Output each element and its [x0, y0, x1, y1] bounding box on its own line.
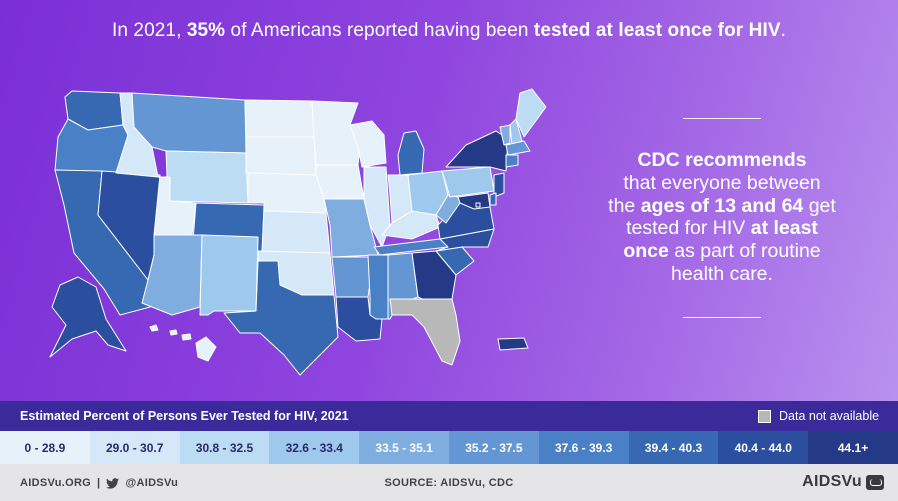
legend-bin-7: 37.6 - 39.3 — [538, 431, 629, 464]
legend-bin-3: 30.8 - 32.5 — [179, 431, 270, 464]
rec-line-5a: once — [623, 240, 669, 263]
bottom-divider — [683, 316, 761, 318]
state-ky[interactable] — [381, 210, 441, 240]
footer-divider: | — [97, 477, 101, 489]
rec-line-5b: as part of routine — [668, 240, 821, 263]
state-mt[interactable] — [131, 92, 247, 154]
headline: In 2021, 35% of Americans reported havin… — [0, 20, 898, 42]
state-vt[interactable] — [499, 124, 511, 146]
legend-color-scale: 0 - 28.9 29.0 - 30.7 30.8 - 32.5 32.6 - 33.… — [0, 431, 898, 464]
cdc-recommendation-text: CDC recommends that everyone between the… — [596, 149, 848, 286]
legend-bin-5: 33.5 - 35.1 — [359, 431, 449, 464]
rec-line-4b: at least — [750, 217, 818, 240]
state-ma[interactable] — [505, 140, 531, 156]
state-fl[interactable] — [389, 298, 461, 366]
footer-links: AIDSVu.ORG | @AIDSVu — [20, 477, 178, 489]
state-ms[interactable] — [367, 254, 389, 320]
state-ia[interactable] — [315, 164, 365, 200]
not-available-swatch — [758, 409, 771, 423]
logo-wordmark: AIDSVu — [802, 473, 862, 490]
legend-bin-1: 0 - 28.9 — [0, 431, 90, 464]
logo-badge-icon — [866, 474, 884, 490]
infographic-panel: In 2021, 35% of Americans reported havin… — [0, 0, 898, 401]
state-ar[interactable] — [331, 256, 375, 298]
legend-title: Estimated Percent of Persons Ever Tested… — [20, 409, 349, 423]
state-nd[interactable] — [244, 99, 315, 138]
state-hi[interactable] — [149, 324, 217, 362]
state-ut[interactable] — [153, 174, 197, 236]
state-nj[interactable] — [493, 172, 505, 198]
state-mi[interactable] — [397, 130, 425, 176]
legend-bin-2: 29.0 - 30.7 — [89, 431, 180, 464]
state-de[interactable] — [489, 192, 497, 206]
map-svg — [49, 88, 547, 376]
rec-line-3b: ages of 13 and 64 — [640, 194, 804, 217]
not-available-label: Data not available — [779, 409, 880, 423]
state-la[interactable] — [335, 296, 383, 342]
rec-line-6: health care. — [671, 263, 773, 286]
state-ks[interactable] — [261, 210, 331, 254]
legend-bin-4: 32.6 - 33.4 — [269, 431, 360, 464]
state-ny[interactable] — [445, 130, 509, 172]
footer: SOURCE: AIDSVu, CDC AIDSVu.ORG | @AIDSVu… — [0, 464, 898, 501]
headline-text: In 2021, — [111, 20, 187, 41]
state-dc[interactable] — [475, 202, 481, 208]
state-sd[interactable] — [245, 136, 317, 176]
not-available-key: Data not available — [758, 409, 879, 423]
state-tx[interactable] — [223, 260, 339, 376]
state-ct[interactable] — [505, 154, 519, 168]
rec-line-2: that everyone between — [623, 171, 821, 194]
source-credit: SOURCE: AIDSVu, CDC — [384, 477, 514, 489]
site-link[interactable]: AIDSVu.ORG — [20, 477, 92, 489]
state-me[interactable] — [515, 88, 547, 138]
headline-period: . — [780, 20, 787, 41]
legend-header: Estimated Percent of Persons Ever Tested… — [0, 401, 898, 431]
top-divider — [683, 118, 761, 119]
headline-text-2: of Americans reported having been — [225, 20, 534, 41]
aidsvu-logo: AIDSVu — [802, 473, 884, 491]
legend-bin-10: 44.1+ — [808, 431, 898, 464]
twitter-icon — [106, 477, 120, 489]
headline-stat: 35% — [186, 20, 226, 41]
rec-line-4a: tested for HIV — [626, 217, 751, 240]
us-choropleth-map — [20, 75, 580, 395]
state-pr[interactable] — [497, 337, 529, 351]
legend-bin-8: 39.4 - 40.3 — [628, 431, 719, 464]
cdc-recommendation-panel: CDC recommends that everyone between the… — [596, 118, 848, 318]
state-wy[interactable] — [165, 150, 249, 204]
state-mn[interactable] — [311, 100, 361, 166]
rec-line-3c: get — [803, 194, 836, 217]
rec-line-3a: the — [608, 194, 641, 217]
headline-emphasis: tested at least once for HIV — [533, 20, 781, 41]
state-nm[interactable] — [199, 234, 259, 316]
legend-bin-9: 40.4 - 44.0 — [718, 431, 809, 464]
twitter-handle[interactable]: @AIDSVu — [125, 477, 179, 489]
state-ak[interactable] — [49, 276, 127, 358]
state-md[interactable] — [457, 192, 491, 210]
legend-bin-6: 35.2 - 37.5 — [448, 431, 539, 464]
state-pa[interactable] — [441, 166, 495, 198]
state-wi[interactable] — [349, 120, 387, 168]
rec-line-1: CDC recommends — [637, 149, 807, 171]
